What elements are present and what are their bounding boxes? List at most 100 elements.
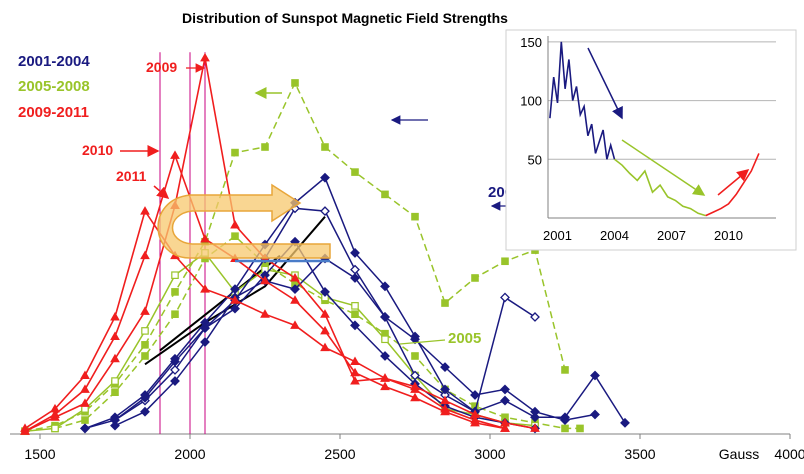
data-point-square <box>141 352 149 360</box>
data-point-diamond <box>170 356 180 367</box>
data-point-triangle <box>350 367 360 377</box>
x-tick-label: 2500 <box>324 446 355 462</box>
data-point-square <box>81 416 89 424</box>
data-point-triangle <box>320 325 330 335</box>
inset-series-line <box>549 41 616 160</box>
data-point-triangle <box>50 409 60 418</box>
data-point-triangle <box>80 370 90 379</box>
data-point-square <box>381 335 389 344</box>
series-line <box>84 240 536 430</box>
data-point-diamond <box>620 417 630 428</box>
data-point-triangle <box>440 395 450 405</box>
data-point-triangle <box>140 306 150 315</box>
u-turn-arrow-shape <box>157 183 331 259</box>
data-point-square <box>411 212 419 221</box>
legend-label-2009-2011: 2009-2011 <box>18 104 89 121</box>
series-line <box>24 251 536 432</box>
data-point-diamond <box>170 364 180 375</box>
inset-x-tick-label: 2007 <box>657 228 686 243</box>
data-point-square <box>501 257 509 266</box>
data-point-triangle <box>500 417 510 427</box>
data-point-triangle <box>110 331 120 340</box>
annotation-2005: 2005 <box>448 330 481 347</box>
data-point-triangle <box>470 409 480 418</box>
series-2009-2011 <box>20 206 540 432</box>
data-point-diamond <box>500 292 510 303</box>
data-point-triangle <box>230 295 240 304</box>
data-point-diamond <box>170 376 180 386</box>
data-point-diamond <box>320 286 330 297</box>
data-point-diamond <box>290 284 300 295</box>
data-point-diamond <box>590 409 600 420</box>
data-point-square <box>471 274 479 282</box>
legend-label-2001-2004: 2001-2004 <box>18 53 90 70</box>
main-plot: 1500 2000 2500 3000 3500 4000 Gauss <box>10 52 804 462</box>
data-point-square <box>141 341 149 349</box>
data-point-square <box>231 148 239 157</box>
data-point-square <box>291 79 299 87</box>
data-point-diamond <box>140 392 150 403</box>
x-tick-label: 4000 <box>774 446 804 462</box>
inset-trend-arrow-red <box>717 169 750 196</box>
data-point-square <box>411 352 419 360</box>
inset-background <box>505 29 797 251</box>
data-point-diamond <box>560 415 570 425</box>
legend-label-2005-2008: 2005-2008 <box>18 78 90 95</box>
annotation-2005-leader <box>399 339 446 345</box>
data-point-triangle <box>200 233 210 243</box>
data-point-square <box>231 232 239 240</box>
data-point-diamond <box>440 384 450 395</box>
data-point-triangle <box>230 220 240 229</box>
data-point-square <box>351 168 359 176</box>
data-point-square <box>261 143 269 151</box>
data-point-diamond <box>590 370 600 381</box>
data-point-diamond <box>110 420 120 431</box>
data-point-square <box>351 310 359 318</box>
inset-trend-arrow-green <box>621 139 706 196</box>
data-point-triangle <box>320 309 330 318</box>
annotation-2010: 2010 <box>82 142 113 158</box>
data-point-diamond <box>380 281 390 292</box>
data-point-triangle <box>380 373 390 382</box>
data-point-triangle <box>260 275 270 285</box>
data-point-triangle <box>140 250 150 260</box>
data-point-square <box>381 190 389 199</box>
data-point-triangle <box>500 423 510 432</box>
data-point-diamond <box>470 390 480 400</box>
data-point-triangle <box>350 376 360 385</box>
data-point-triangle <box>200 284 210 293</box>
data-point-triangle <box>410 392 420 402</box>
data-point-square <box>561 366 569 374</box>
u-turn-arrow <box>157 183 331 263</box>
data-point-square <box>576 424 584 433</box>
data-point-square <box>561 424 569 433</box>
data-point-square <box>141 327 149 335</box>
x-tick-label: 3500 <box>624 446 655 462</box>
data-point-diamond <box>80 423 90 434</box>
annotation-2011: 2011 <box>116 168 147 184</box>
x-tick-label: 2000 <box>174 446 205 462</box>
x-tick-label: 1500 <box>24 446 55 462</box>
data-point-triangle <box>140 206 150 215</box>
data-point-diamond <box>380 312 390 322</box>
data-point-square <box>351 302 359 310</box>
inset-y-tick-label: 50 <box>528 152 542 167</box>
data-point-triangle <box>530 423 540 432</box>
data-point-square <box>321 143 329 151</box>
data-point-square <box>51 424 59 433</box>
series-line <box>24 209 536 430</box>
data-point-triangle <box>350 356 360 366</box>
fit-line <box>159 254 281 352</box>
legend: 2001-2004 2005-2008 2009-2011 <box>18 53 90 121</box>
data-point-diamond <box>200 323 210 334</box>
data-point-triangle <box>410 381 420 391</box>
data-point-diamond <box>380 351 390 361</box>
data-point-square <box>111 377 119 385</box>
inset-series-line <box>614 158 706 217</box>
data-point-triangle <box>290 320 300 329</box>
data-point-square <box>171 271 179 279</box>
inset-x-tick-label: 2001 <box>543 228 572 243</box>
data-point-triangle <box>80 384 90 393</box>
data-point-diamond <box>350 320 360 331</box>
